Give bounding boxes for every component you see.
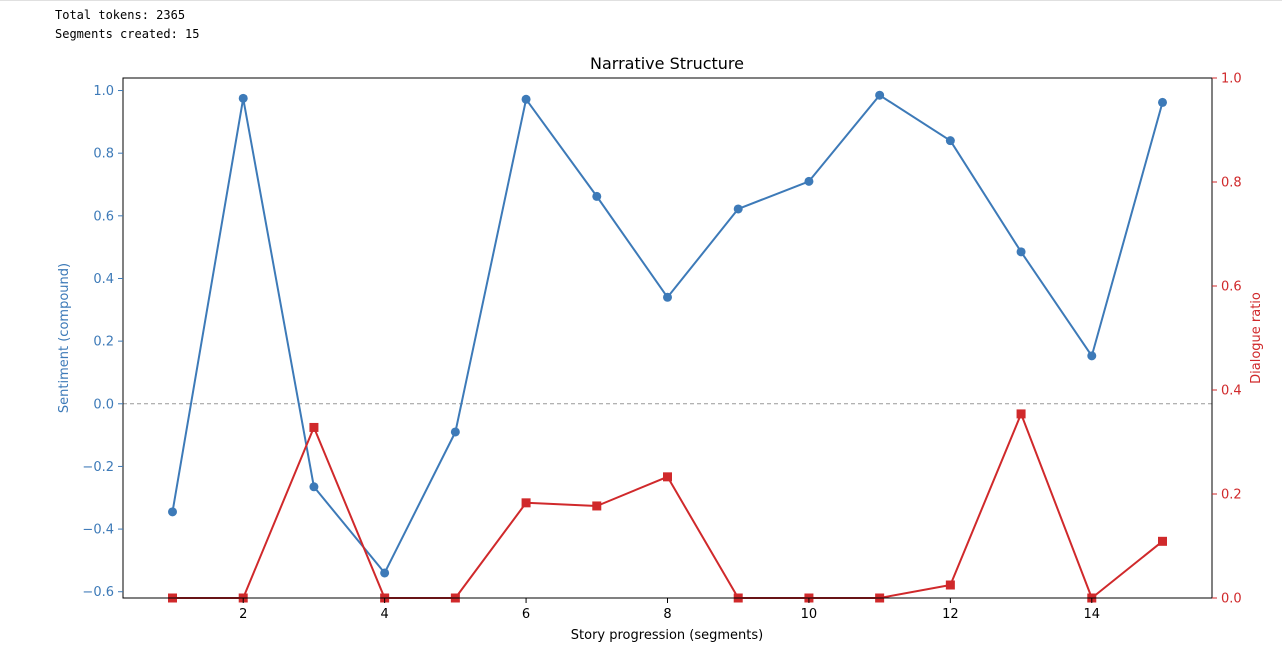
- output-line-total-tokens: Total tokens: 2365: [55, 8, 186, 22]
- left-y-tick-label-6: 0.6: [93, 209, 114, 224]
- dialogue-series-line: [172, 412, 1164, 599]
- sentiment-series: [168, 90, 1167, 578]
- sentiment-series-point-8: [663, 292, 672, 302]
- sentiment-series-point-14: [1087, 351, 1097, 361]
- sentiment-series-point-1: [168, 507, 177, 517]
- x-tick-label-8: 8: [663, 607, 671, 622]
- sentiment-series-point-5: [450, 427, 460, 437]
- sentiment-series-point-6: [521, 94, 531, 104]
- right-y-tick-label-1: 0.2: [1221, 488, 1242, 503]
- x-tick-label-12: 12: [942, 607, 959, 622]
- sentiment-series-point-11: [875, 90, 885, 100]
- left-y-tick-label-7: 0.8: [93, 147, 114, 162]
- left-y-tick-label-8: 1.0: [93, 84, 114, 99]
- left-y-tick-label-3: 0.0: [93, 397, 114, 412]
- sentiment-series-point-7: [592, 191, 602, 201]
- sentiment-series-point-2: [238, 93, 248, 103]
- x-tick-label-10: 10: [801, 607, 818, 622]
- sentiment-series-line: [171, 94, 1164, 574]
- right-y-tick-label-4: 0.8: [1221, 176, 1242, 191]
- left-y-tick-label-2: −0.2: [82, 460, 114, 475]
- sentiment-series-point-3: [309, 482, 319, 492]
- x-tick-label-6: 6: [522, 607, 530, 622]
- x-axis-label: Story progression (segments): [571, 628, 763, 643]
- sentiment-series-point-4: [380, 568, 390, 578]
- x-tick-label-4: 4: [381, 607, 389, 622]
- left-y-tick-label-5: 0.4: [93, 272, 114, 287]
- left-y-tick-label-0: −0.6: [82, 585, 114, 600]
- chart-title: Narrative Structure: [590, 54, 744, 73]
- dialogue-series: [168, 409, 1167, 603]
- sentiment-series-point-13: [1016, 247, 1026, 257]
- dialogue-series-point-15: [1158, 536, 1167, 546]
- right-y-tick-label-3: 0.6: [1221, 280, 1242, 295]
- dialogue-series-point-13: [1016, 409, 1026, 419]
- cell-divider: [0, 0, 1282, 1]
- dialogue-series-point-6: [521, 498, 531, 508]
- right-y-tick-label-0: 0.0: [1221, 592, 1242, 607]
- dialogue-series-point-3: [309, 422, 319, 432]
- sentiment-series-point-12: [945, 136, 955, 146]
- sentiment-series-point-10: [804, 176, 814, 186]
- x-tick-label-2: 2: [239, 607, 247, 622]
- left-y-tick-label-4: 0.2: [93, 335, 114, 350]
- cell-output: Total tokens: 2365 Segments created: 15: [55, 6, 200, 44]
- sentiment-series-point-9: [733, 204, 743, 214]
- right-y-tick-label-5: 1.0: [1221, 72, 1242, 87]
- output-line-segments-created: Segments created: 15: [55, 27, 200, 41]
- right-y-tick-label-2: 0.4: [1221, 384, 1242, 399]
- left-y-axis-label: Sentiment (compound): [57, 263, 72, 413]
- dialogue-series-point-8: [663, 472, 672, 482]
- dialogue-series-point-12: [945, 580, 955, 590]
- sentiment-series-point-15: [1158, 97, 1167, 107]
- x-tick-label-14: 14: [1084, 607, 1101, 622]
- left-y-tick-label-1: −0.4: [82, 523, 114, 538]
- right-y-axis-label: Dialogue ratio: [1249, 292, 1264, 384]
- dialogue-series-point-7: [592, 501, 602, 511]
